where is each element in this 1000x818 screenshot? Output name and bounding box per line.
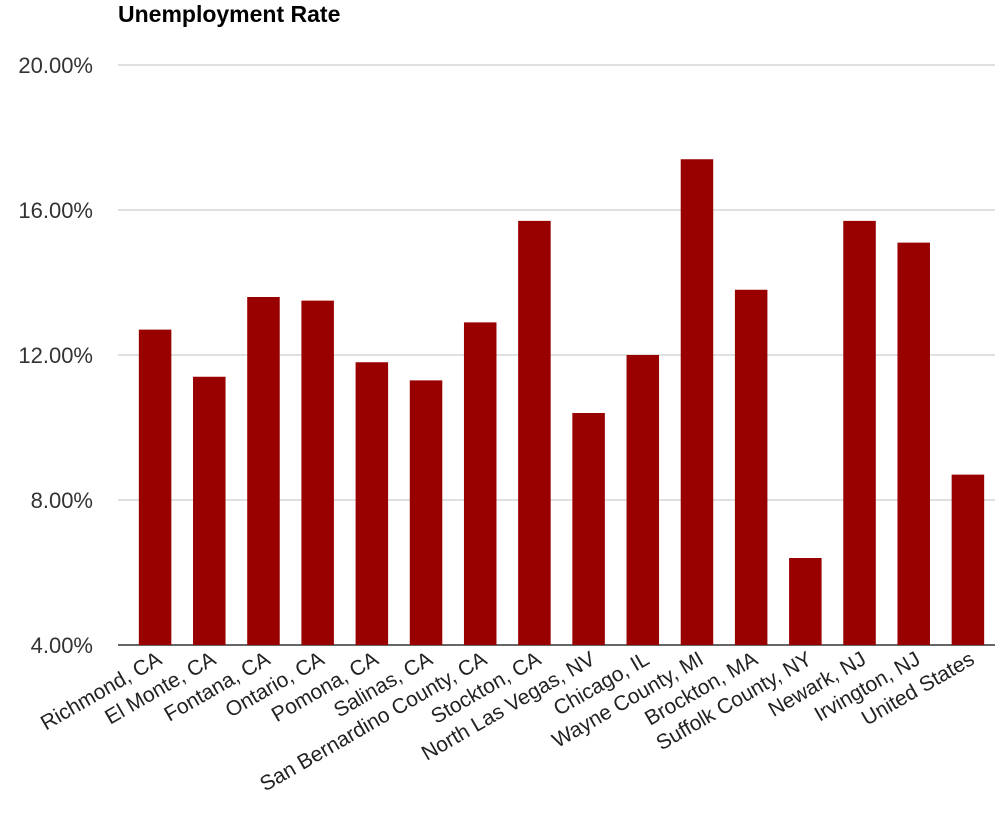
bar xyxy=(355,362,389,645)
chart-title: Unemployment Rate xyxy=(118,1,340,27)
y-tick-label: 4.00% xyxy=(31,633,93,658)
bar xyxy=(247,297,280,645)
bar xyxy=(843,220,876,645)
bar xyxy=(301,300,334,645)
bar xyxy=(193,376,226,645)
bar xyxy=(409,380,443,645)
bar xyxy=(789,558,822,645)
y-tick-label: 20.00% xyxy=(18,53,93,78)
bar xyxy=(138,329,172,645)
bar xyxy=(518,220,551,645)
y-tick-label: 8.00% xyxy=(31,488,93,513)
y-tick-label: 12.00% xyxy=(18,343,93,368)
bar xyxy=(897,242,930,645)
bar xyxy=(463,322,497,645)
bar xyxy=(680,159,714,645)
bars xyxy=(138,159,985,645)
bar xyxy=(626,355,660,645)
y-tick-label: 16.00% xyxy=(18,198,93,223)
y-axis-ticks: 4.00% 8.00% 12.00% 16.00% 20.00% xyxy=(18,53,93,658)
bar xyxy=(951,474,985,645)
bar xyxy=(572,413,605,645)
bar xyxy=(734,289,768,645)
